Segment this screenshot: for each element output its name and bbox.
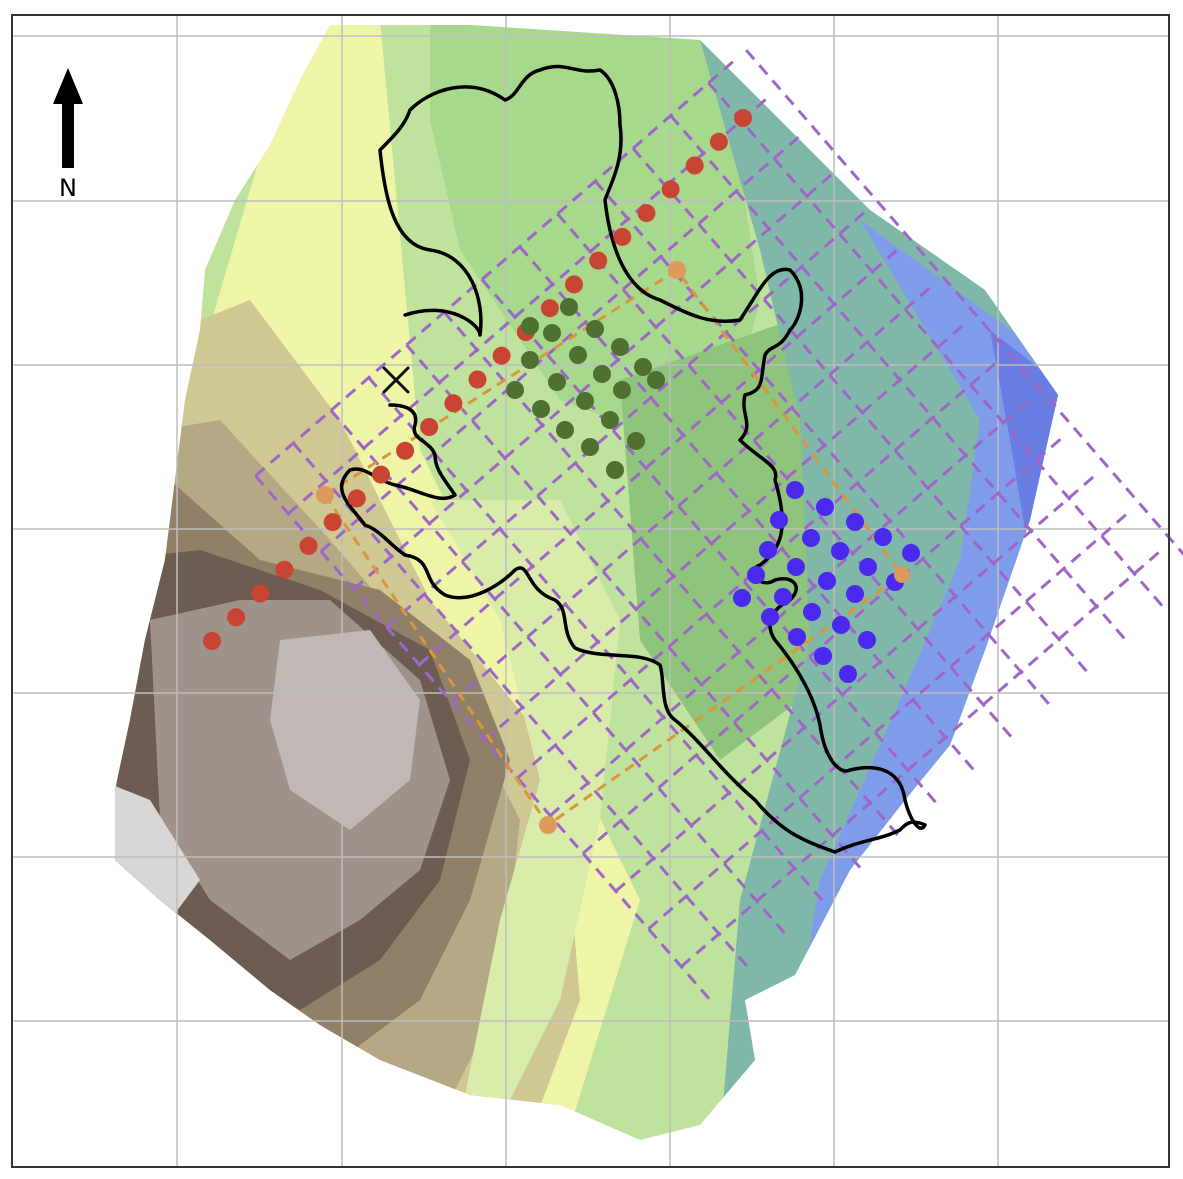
red-point xyxy=(565,275,583,293)
red-point xyxy=(710,133,728,151)
blue-point xyxy=(846,513,864,531)
red-point xyxy=(444,394,462,412)
green-point xyxy=(634,358,652,376)
blue-point xyxy=(858,631,876,649)
blue-point xyxy=(761,608,779,626)
red-point xyxy=(613,228,631,246)
green-point xyxy=(627,432,645,450)
blue-point xyxy=(803,603,821,621)
green-point xyxy=(506,381,524,399)
red-point xyxy=(372,466,390,484)
red-point xyxy=(469,371,487,389)
red-point xyxy=(275,561,293,579)
blue-point xyxy=(787,558,805,576)
green-point xyxy=(556,421,574,439)
blue-point xyxy=(759,541,777,559)
blue-point xyxy=(786,481,804,499)
red-point xyxy=(589,252,607,270)
green-point xyxy=(560,298,578,316)
blue-point xyxy=(839,665,857,683)
red-point xyxy=(227,608,245,626)
green-point xyxy=(532,400,550,418)
blue-point xyxy=(846,585,864,603)
orange-point xyxy=(316,486,334,504)
green-point xyxy=(548,373,566,391)
green-point xyxy=(521,317,539,335)
red-point xyxy=(541,299,559,317)
red-point xyxy=(251,585,269,603)
red-point xyxy=(324,513,342,531)
blue-point xyxy=(747,566,765,584)
green-point xyxy=(581,438,599,456)
blue-point xyxy=(814,647,832,665)
green-point xyxy=(606,461,624,479)
green-point xyxy=(586,320,604,338)
green-point xyxy=(569,346,587,364)
red-point xyxy=(203,632,221,650)
red-point xyxy=(396,442,414,460)
blue-point xyxy=(902,544,920,562)
green-point xyxy=(611,338,629,356)
blue-point xyxy=(802,529,820,547)
red-point xyxy=(734,109,752,127)
blue-point xyxy=(832,616,850,634)
red-point xyxy=(300,537,318,555)
red-point xyxy=(686,157,704,175)
red-point xyxy=(348,489,366,507)
red-point xyxy=(420,418,438,436)
blue-point xyxy=(859,558,877,576)
green-point xyxy=(647,371,665,389)
blue-point xyxy=(818,572,836,590)
blue-point xyxy=(831,542,849,560)
green-point xyxy=(601,411,619,429)
red-point xyxy=(638,204,656,222)
green-point xyxy=(521,351,539,369)
blue-point xyxy=(774,588,792,606)
north-arrow-label: N xyxy=(59,174,77,202)
red-point xyxy=(662,180,680,198)
blue-point xyxy=(816,498,834,516)
blue-point xyxy=(733,589,751,607)
north-arrow-shaft xyxy=(62,100,74,168)
green-point xyxy=(613,381,631,399)
orange-point xyxy=(894,567,910,583)
orange-point xyxy=(668,261,686,279)
blue-point xyxy=(874,528,892,546)
green-point xyxy=(593,365,611,383)
green-point xyxy=(576,392,594,410)
blue-point xyxy=(770,511,788,529)
red-point xyxy=(493,347,511,365)
orange-point xyxy=(539,816,557,834)
blue-point xyxy=(788,628,806,646)
green-point xyxy=(543,324,561,342)
